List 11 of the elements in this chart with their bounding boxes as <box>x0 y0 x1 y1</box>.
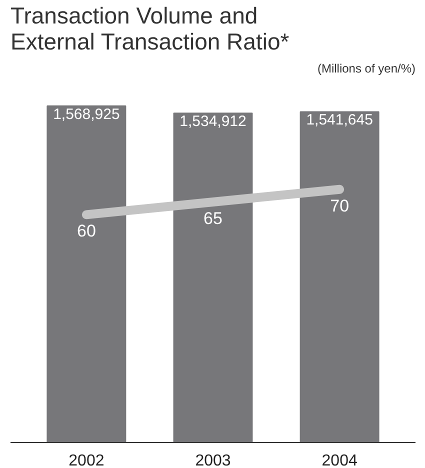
data-label: 60 <box>76 222 96 241</box>
x-tick-label: 2004 <box>322 452 358 468</box>
data-label: 1,568,925 <box>53 106 120 123</box>
chart-title: Transaction Volume and External Transaction Ratio* <box>10 2 290 54</box>
x-tick-label: 2002 <box>68 452 104 468</box>
data-label: 1,534,912 <box>180 113 246 130</box>
data-label: 70 <box>330 196 350 216</box>
data-label: 1,541,645 <box>306 112 373 129</box>
x-tick-label: 2003 <box>195 452 231 468</box>
chart-subtitle: (Millions of yen/%) <box>317 62 416 76</box>
data-label: 65 <box>204 209 222 228</box>
